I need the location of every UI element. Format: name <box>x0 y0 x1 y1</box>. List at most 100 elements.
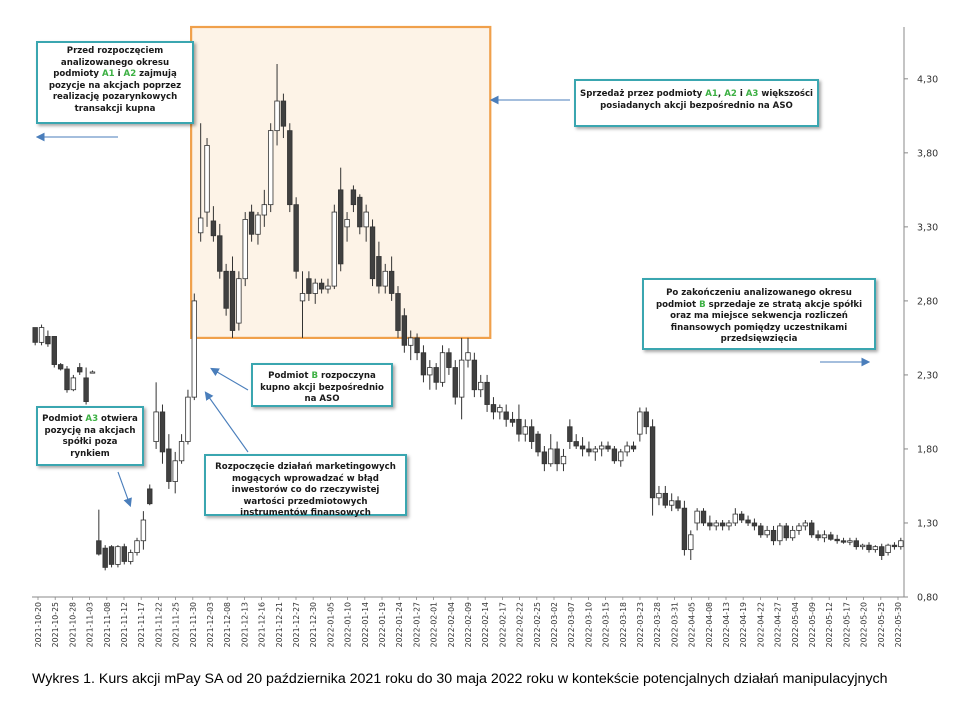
x-tick-label: 2021-11-30 <box>189 602 198 647</box>
candle-down <box>809 522 815 536</box>
x-tick-label: 2021-12-16 <box>258 602 267 647</box>
candle-down <box>783 525 789 539</box>
candle-down <box>611 448 618 462</box>
candle-down <box>293 204 299 272</box>
candle-down <box>643 411 649 428</box>
x-tick-label: 2022-05-20 <box>860 602 869 647</box>
candle-down <box>147 488 153 505</box>
x-tick-label: 2022-02-22 <box>516 602 525 647</box>
x-tick-label: 2021-12-30 <box>309 602 318 647</box>
candle-down <box>229 270 236 331</box>
candle-down <box>605 445 611 450</box>
candle-down <box>102 547 108 568</box>
candle-down <box>51 336 57 365</box>
x-tick-label: 2022-04-27 <box>774 602 783 647</box>
note-a3-position: Podmiot A3 otwiera pozycję na akcjach sp… <box>36 406 144 466</box>
y-tick-label: 0,80 <box>917 593 938 604</box>
candle-down <box>166 448 172 482</box>
entity-code: A3 <box>85 414 99 424</box>
candle-down <box>758 525 764 536</box>
note-text: zajmują pozycje na akcjach poprzez reali… <box>48 69 182 114</box>
candle-up <box>204 145 210 213</box>
candle-up <box>70 377 77 391</box>
candle-up <box>465 352 471 361</box>
candle-down <box>446 352 452 368</box>
x-tick-label: 2021-10-20 <box>34 602 43 647</box>
note-text: Po zakończeniu analizowanego okresu podm… <box>655 288 852 310</box>
candle-down <box>388 270 395 294</box>
candle-up <box>242 219 248 280</box>
x-tick-label: 2021-10-25 <box>51 602 60 647</box>
x-tick-label: 2022-02-01 <box>430 602 439 647</box>
candlestick-chart: 4,30 3,80 3,30 2,80 2,30 1,80 1,30 0,80 2021-10-… <box>32 25 938 647</box>
candle-down <box>376 256 382 287</box>
candle-down <box>834 538 840 542</box>
x-tick-label: 2022-04-13 <box>722 602 731 647</box>
candle-up <box>497 407 503 413</box>
candle-up <box>439 352 446 383</box>
candle-down <box>121 546 127 562</box>
x-tick-label: 2022-05-25 <box>877 602 886 647</box>
entity-code: A2 <box>123 69 137 79</box>
candle-up <box>522 426 528 435</box>
y-tick-label: 1,30 <box>917 518 938 529</box>
candle-down <box>630 445 637 450</box>
candle-up <box>688 534 694 551</box>
candle-up <box>89 371 96 374</box>
arrow-marketing <box>204 391 249 453</box>
candle-down <box>503 411 509 420</box>
x-tick-label: 2022-05-04 <box>791 602 800 647</box>
candle-up <box>363 211 369 228</box>
candle-down <box>509 418 516 423</box>
x-tick-label: 2022-01-05 <box>326 602 335 647</box>
candle-up <box>560 455 567 465</box>
candle-down <box>433 367 439 383</box>
candle-down <box>700 510 707 524</box>
candle-up <box>726 522 732 527</box>
candle-up <box>458 359 465 398</box>
note-text: , <box>717 89 725 99</box>
x-tick-label: 2021-11-22 <box>154 602 163 647</box>
x-tick-label: 2022-03-15 <box>602 602 611 647</box>
note-a1-a2-positions: Przed rozpoczęciem analizowanego okresu … <box>36 41 194 124</box>
candle-down <box>414 337 420 354</box>
arrows-layer <box>35 95 871 508</box>
candle-down <box>649 426 656 499</box>
candle-up <box>668 500 675 506</box>
y-tick-label: 3,80 <box>917 148 938 159</box>
candle-up <box>267 130 274 206</box>
x-tick-label: 2021-10-28 <box>68 602 77 647</box>
arrow-b-buy <box>210 367 249 391</box>
candle-up <box>299 293 306 302</box>
candle-up <box>382 270 388 287</box>
candle-down <box>57 364 64 370</box>
x-tick-label: 2022-03-02 <box>550 602 559 647</box>
x-tick-label: 2022-04-19 <box>739 602 748 647</box>
candle-down <box>840 540 847 543</box>
candle-up <box>802 522 809 527</box>
note-text: i <box>114 69 124 79</box>
candle-down <box>675 500 681 509</box>
candle-down <box>369 226 376 280</box>
candle-up <box>127 552 134 562</box>
candle-down <box>471 359 478 391</box>
candle-up <box>478 381 484 391</box>
note-text: Rozpoczęcie działań marketingowych mogąc… <box>215 462 396 518</box>
candle-down <box>248 211 255 235</box>
candle-down <box>719 522 726 527</box>
candle-up <box>764 529 770 536</box>
candle-up <box>624 445 630 453</box>
entity-code: B <box>699 299 706 310</box>
candle-down <box>662 492 669 506</box>
candle-up <box>592 448 598 453</box>
candle-up <box>178 441 185 462</box>
entity-code: A1 <box>705 89 718 99</box>
note-text: otwiera pozycję na akcjach spółki poza r… <box>44 414 138 459</box>
note-text: Sprzedaż przez podmioty <box>580 89 706 99</box>
y-tick-label: 4,30 <box>917 74 938 85</box>
x-tick-label: 2022-01-14 <box>361 602 370 647</box>
y-tick-label: 1,80 <box>917 444 938 455</box>
candle-down <box>217 235 223 272</box>
candle-up <box>713 522 719 527</box>
candle-up <box>859 544 866 548</box>
